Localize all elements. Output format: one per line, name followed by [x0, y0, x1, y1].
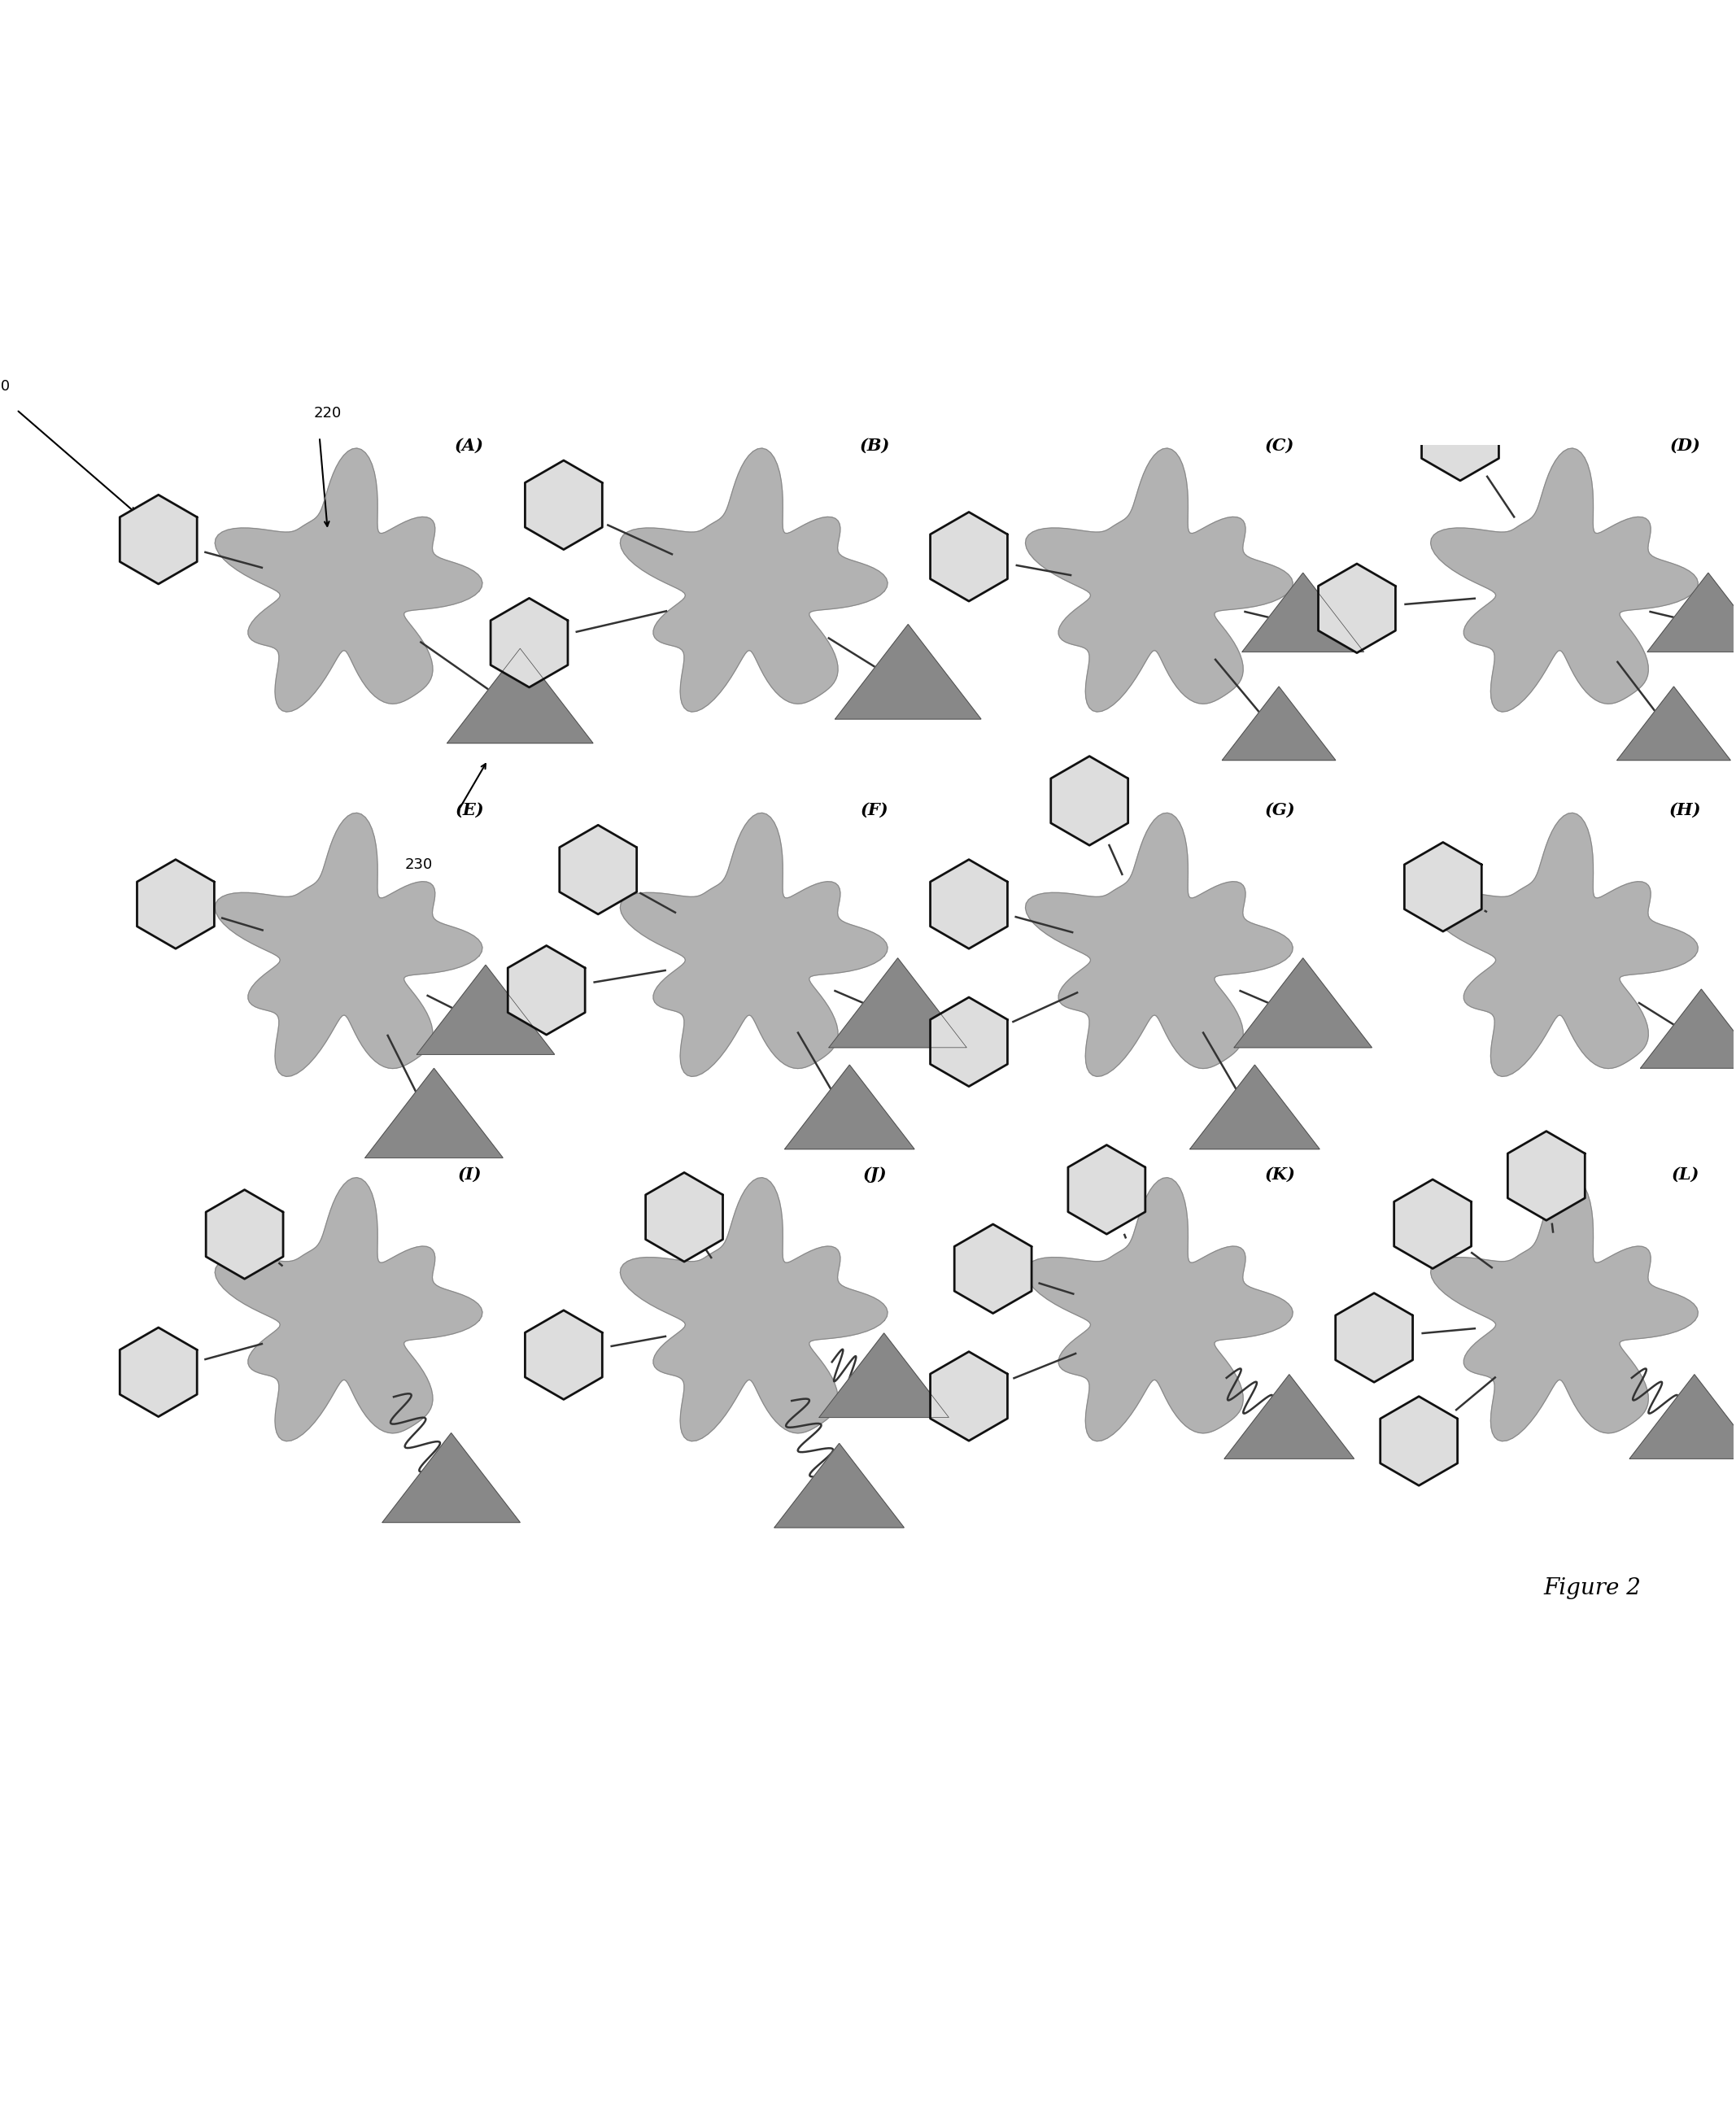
Polygon shape [524, 461, 602, 550]
Polygon shape [1430, 449, 1698, 712]
Polygon shape [955, 1224, 1031, 1314]
Polygon shape [1404, 842, 1481, 931]
Polygon shape [1050, 756, 1128, 845]
Polygon shape [215, 813, 483, 1076]
Text: (I): (I) [458, 1167, 481, 1184]
Polygon shape [620, 813, 887, 1076]
Polygon shape [1630, 1375, 1736, 1459]
Polygon shape [137, 859, 214, 948]
Polygon shape [1641, 990, 1736, 1068]
Text: (L): (L) [1672, 1167, 1700, 1184]
Polygon shape [1422, 392, 1498, 480]
Polygon shape [930, 512, 1007, 600]
Polygon shape [1222, 687, 1335, 760]
Polygon shape [620, 1177, 887, 1441]
Polygon shape [1380, 1396, 1458, 1485]
Text: 230: 230 [404, 857, 432, 872]
Text: (A): (A) [455, 438, 484, 453]
Polygon shape [120, 1327, 196, 1417]
Polygon shape [491, 598, 568, 687]
Polygon shape [207, 1190, 283, 1278]
Polygon shape [448, 649, 594, 743]
Polygon shape [1243, 573, 1364, 653]
Polygon shape [1335, 1293, 1413, 1382]
Text: (F): (F) [861, 802, 889, 817]
Text: (E): (E) [455, 802, 484, 817]
Polygon shape [819, 1333, 950, 1417]
Polygon shape [120, 495, 196, 583]
Polygon shape [1318, 564, 1396, 653]
Polygon shape [785, 1066, 915, 1150]
Polygon shape [1616, 687, 1731, 760]
Text: (B): (B) [859, 438, 891, 453]
Polygon shape [930, 1352, 1007, 1441]
Polygon shape [215, 449, 483, 712]
Polygon shape [930, 859, 1007, 948]
Polygon shape [365, 1068, 503, 1158]
Text: 220: 220 [314, 406, 342, 421]
Polygon shape [509, 946, 585, 1034]
Polygon shape [1394, 1179, 1472, 1268]
Polygon shape [1430, 1177, 1698, 1441]
Polygon shape [835, 623, 981, 718]
Text: (D): (D) [1670, 438, 1701, 453]
Polygon shape [1026, 449, 1293, 712]
Polygon shape [215, 1177, 483, 1441]
Text: (G): (G) [1264, 802, 1295, 817]
Polygon shape [1234, 958, 1371, 1047]
Polygon shape [1430, 813, 1698, 1076]
Polygon shape [1224, 1375, 1354, 1459]
Polygon shape [1509, 1131, 1585, 1219]
Polygon shape [417, 965, 554, 1055]
Text: (K): (K) [1264, 1167, 1295, 1184]
Polygon shape [382, 1432, 521, 1523]
Polygon shape [646, 1173, 722, 1261]
Polygon shape [620, 449, 887, 712]
Polygon shape [524, 1310, 602, 1400]
Polygon shape [774, 1443, 904, 1527]
Text: (H): (H) [1668, 802, 1701, 817]
Polygon shape [1026, 813, 1293, 1076]
Polygon shape [828, 958, 967, 1047]
Polygon shape [1189, 1066, 1319, 1150]
Polygon shape [1068, 1146, 1146, 1234]
Text: (J): (J) [863, 1167, 887, 1184]
Polygon shape [930, 998, 1007, 1087]
Polygon shape [1647, 573, 1736, 653]
Text: (C): (C) [1266, 438, 1295, 453]
Polygon shape [1026, 1177, 1293, 1441]
Text: 210: 210 [0, 379, 10, 394]
Text: Figure 2: Figure 2 [1543, 1577, 1641, 1598]
Polygon shape [559, 826, 637, 914]
